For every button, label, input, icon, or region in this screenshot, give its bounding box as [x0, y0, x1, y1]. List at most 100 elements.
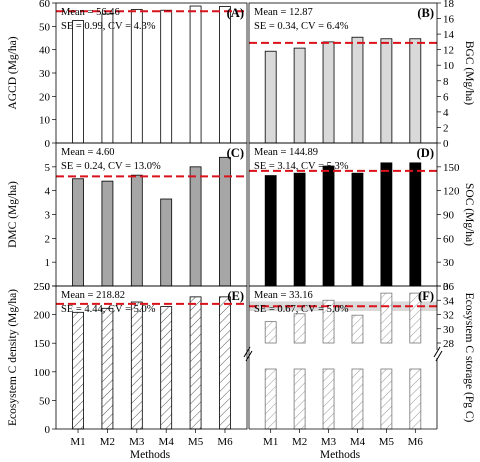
panel-a-ytick-label-30: 30	[39, 68, 51, 80]
panel-f-bar-m5	[380, 292, 393, 344]
panel-b-ytick-label-12: 12	[443, 45, 454, 57]
panel-a-annotation-0: Mean = 56.46	[61, 7, 120, 18]
panel-b-bar-m6	[409, 38, 422, 144]
panel-d-ytick-label-60: 60	[443, 233, 455, 245]
panel-e-bar-m2	[101, 307, 114, 430]
panel-a-annotation-1: SE = 0.99, CV = 4.3%	[61, 21, 156, 32]
panel-e-xtick-label-m5: M5	[188, 436, 204, 448]
panel-a-ytick-label-20: 20	[39, 91, 51, 103]
panel-a-bar-m2	[101, 13, 114, 144]
panel-b-ytick-label-0: 0	[443, 138, 449, 150]
panel-b-bar-m5	[380, 38, 393, 144]
panel-f-axis-break-mark-2	[433, 346, 441, 358]
panel-b-bar-m2	[293, 47, 306, 144]
panel-b-bar-m1	[264, 50, 277, 144]
panel-f-xtick-label-m2: M2	[292, 436, 307, 448]
panel-e-annotation-0: Mean = 218.82	[61, 290, 125, 301]
panel-b-y-axis-title: BGC (Mg/ha)	[463, 41, 475, 105]
panel-a-bar-m5	[189, 5, 202, 144]
panel-e-ytick-label-250: 250	[34, 281, 51, 293]
panel-f-axis-break-mark-3	[435, 350, 443, 362]
panel-e-frame	[55, 285, 248, 430]
panel-a-ytick-label-50: 50	[39, 21, 51, 33]
panel-d-bar-m1	[264, 175, 277, 287]
panel-d-ytick-label-150: 150	[443, 162, 460, 174]
panel-f-annotation-1: SE = 0.67, CV = 5.0%	[254, 304, 349, 315]
panel-a-ytick-label-10: 10	[39, 115, 51, 127]
panel-c-ytick-label-0: 0	[45, 281, 51, 293]
panel-a-ytick-label-0: 0	[45, 138, 51, 150]
panel-e-bar-m6	[219, 296, 231, 430]
panel-d-bar-m5	[380, 162, 393, 287]
panel-c-bar-m2	[101, 180, 114, 287]
panel-d-annotation-0: Mean = 144.89	[254, 147, 318, 158]
panel-f-xtick-label-m4: M4	[350, 436, 366, 448]
panel-f-bar-m2	[293, 313, 306, 344]
panel-f-bar-lower-m4	[351, 368, 364, 430]
panel-b-annotation-0: Mean = 12.87	[254, 7, 313, 18]
panel-f-bar-lower-m2	[293, 368, 306, 430]
panel-a-label: (A)	[227, 6, 244, 20]
panel-e-ytick-label-150: 150	[34, 338, 51, 350]
panel-f-bar-m1	[264, 321, 277, 344]
panel-b-annotation-1: SE = 0.34, CV = 6.4%	[254, 21, 349, 32]
panel-c-bar-m4	[160, 198, 173, 287]
panel-c-bar-m1	[72, 178, 84, 287]
panel-d-ytick-label-0: 0	[443, 281, 449, 293]
panel-f-ytick-label-30: 30	[443, 324, 455, 336]
panel-f-ytick-label-34: 34	[443, 295, 455, 307]
panel-b-ytick-label-4: 4	[443, 107, 449, 119]
panel-e-bar-m5	[189, 296, 202, 430]
panel-e-ytick-label-0: 0	[45, 424, 51, 436]
panel-b-bar-m3	[322, 41, 335, 144]
panel-e-label: (E)	[227, 289, 244, 303]
panel-f-xtick-label-m3: M3	[321, 436, 337, 448]
panel-e-bar-m1	[72, 311, 84, 430]
panel-f-xtick-label-m5: M5	[379, 436, 395, 448]
panel-f-axis-break-mark-1	[245, 350, 253, 362]
panel-f-y-axis-title: Ecosystem C storage (Pg C)	[463, 293, 475, 423]
panel-f-bar-lower-m3	[322, 368, 335, 430]
panel-d-bar-m2	[293, 172, 306, 287]
panel-c-annotation-0: Mean = 4.60	[61, 147, 114, 158]
panel-b-ytick-label-2: 2	[443, 122, 449, 134]
panel-e-xtick-label-m6: M6	[217, 436, 233, 448]
panel-f-xtick-label-m1: M1	[263, 436, 278, 448]
panel-b-bar-m4	[351, 36, 364, 144]
panel-d-y-axis-title: SOC (Mg/ha)	[463, 183, 475, 246]
x-axis-title-left: Methods	[130, 449, 171, 461]
panel-e-xtick-label-m4: M4	[159, 436, 175, 448]
panel-a-ytick-label-60: 60	[39, 0, 51, 10]
panel-f-annotation-0: Mean = 33.16	[254, 290, 313, 301]
panel-e-ytick-label-200: 200	[34, 310, 51, 322]
panel-b-ytick-label-8: 8	[443, 76, 449, 88]
panel-e-ytick-label-50: 50	[39, 395, 51, 407]
panel-a-y-axis-title: AGCD (Mg/ha)	[7, 36, 19, 109]
panel-a-ytick-label-40: 40	[39, 45, 51, 57]
panel-f-bar-m4	[351, 314, 364, 344]
panel-c-label: (C)	[227, 146, 244, 160]
panel-f-ytick-label-36: 36	[443, 281, 455, 293]
panel-f-xtick-label-m6: M6	[408, 436, 424, 448]
panel-f-ytick-label-28: 28	[443, 338, 455, 350]
panel-d-ytick-label-120: 120	[443, 186, 460, 198]
panel-f-ytick-label-32: 32	[443, 310, 454, 322]
panel-e-xtick-label-m3: M3	[129, 436, 145, 448]
panel-d-annotation-1: SE = 3.14, CV = 5.3%	[254, 161, 349, 172]
panel-a-bar-m4	[160, 9, 173, 144]
panel-c-bar-m3	[130, 174, 143, 287]
panel-f-bar-lower-m5	[380, 368, 393, 430]
panel-c-y-axis-title: DMC (Mg/ha)	[7, 181, 19, 248]
panel-d-bar-m3	[322, 165, 335, 287]
panel-f-bar-m3	[322, 299, 335, 344]
panel-d-ytick-label-30: 30	[443, 257, 455, 269]
panel-c-bar-m5	[189, 166, 202, 287]
panel-e-annotation-1: SE = 4.44, CV = 5.0%	[61, 304, 156, 315]
panel-d-label: (D)	[417, 146, 434, 160]
panel-d-bar-m6	[409, 162, 422, 287]
panel-b-ytick-label-16: 16	[443, 14, 455, 26]
panel-a-bar-m1	[72, 20, 84, 144]
panel-f-label: (F)	[418, 289, 434, 303]
panel-e-xtick-label-m2: M2	[100, 436, 115, 448]
panel-b-ytick-label-14: 14	[443, 29, 455, 41]
